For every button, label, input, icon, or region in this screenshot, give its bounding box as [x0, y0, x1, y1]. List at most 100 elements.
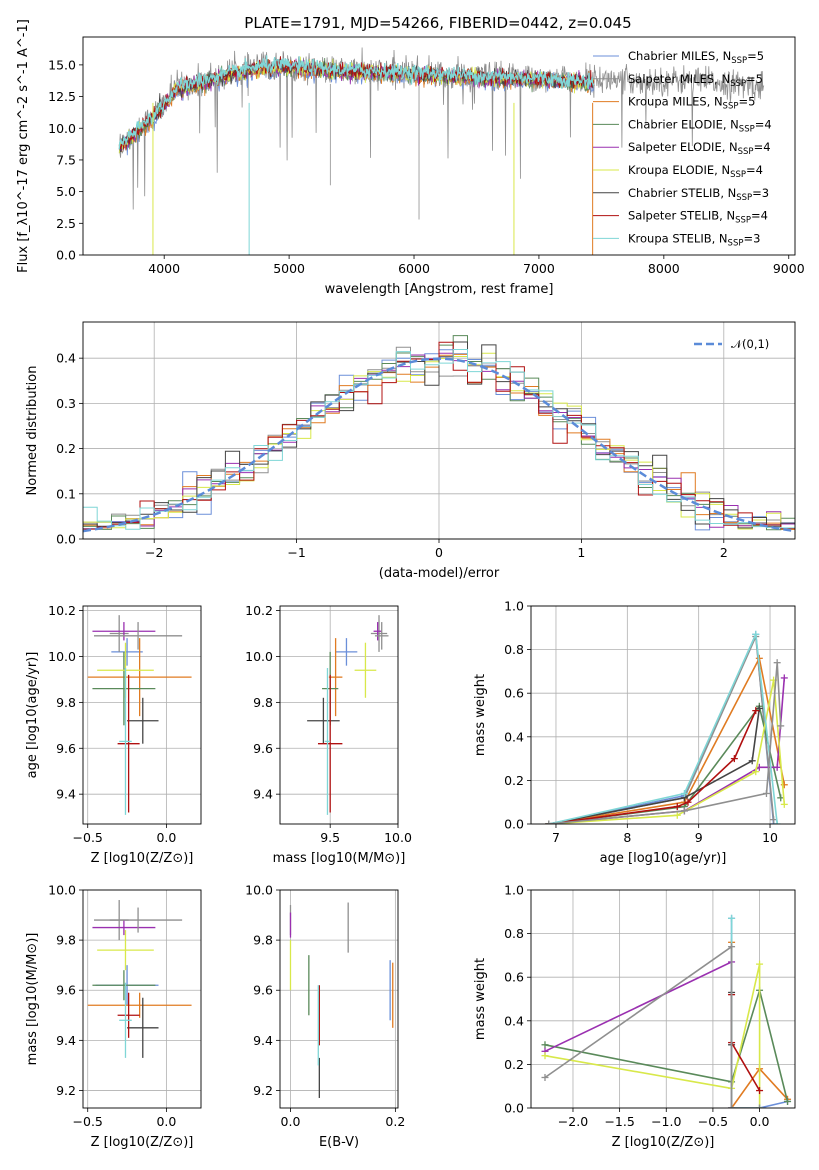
- y-tick-label: 12.5: [48, 89, 76, 104]
- y-axis-label: age [log10(age/yr)]: [25, 652, 40, 779]
- errorbar-point: [97, 930, 154, 971]
- x-tick-label: −2.0: [558, 1114, 588, 1129]
- grid-lines: [83, 889, 201, 1108]
- y-tick-label: 9.2: [253, 1083, 273, 1098]
- y-tick-label: 5.0: [56, 184, 76, 199]
- y-tick-label: 9.4: [56, 787, 76, 802]
- y-tick-label: 0.2: [56, 441, 76, 456]
- errorbar-point: [324, 667, 331, 815]
- y-tick-label: 10.0: [48, 883, 76, 898]
- y-tick-label: 10.0: [245, 649, 273, 664]
- errorbar-point: [317, 674, 343, 813]
- figure-title: PLATE=1791, MJD=54266, FIBERID=0442, z=0…: [244, 14, 631, 32]
- legend-entry: Kroupa STELIB, NSSP=3: [628, 231, 760, 248]
- mass-weight-line: [730, 994, 761, 1092]
- axes-frame: [279, 605, 399, 825]
- y-tick-label: 0.4: [56, 351, 76, 366]
- y-tick-label: 15.0: [48, 57, 76, 72]
- panel-age_vs_mass: 9.5 10.0 9.4 9.6 9.8 10.0 10.2 mass [log10(M/M⊙…: [245, 603, 412, 866]
- x-tick-label: −0.5: [73, 830, 103, 845]
- axes-frame: [530, 605, 796, 825]
- grid-lines: [280, 889, 398, 1108]
- plot-area: [307, 615, 389, 815]
- x-tick-label: 9: [695, 830, 703, 845]
- y-axis-label: Normed distribution: [25, 366, 40, 496]
- y-axis-label: mass weight: [473, 958, 488, 1040]
- y-tick-label: 0.3: [56, 396, 76, 411]
- y-tick-label: 0.0: [56, 248, 76, 263]
- panel-mass_weight_vs_Z: −2.0 −1.5 −1.0 −0.5 0.0 0.0 0.2 0.4 0.6 0.8 1.0 Z […: [473, 883, 796, 1150]
- errorbar-point: [127, 997, 159, 1058]
- mass-weight-line: [544, 963, 761, 1108]
- y-tick-label: 10.2: [48, 603, 76, 618]
- legend-entry: Salpeter STELIB, NSSP=4: [628, 209, 768, 226]
- mass-weight-marker: [541, 1052, 549, 1060]
- x-tick-label: 7: [552, 830, 560, 845]
- y-tick-label: 0.8: [504, 642, 524, 657]
- mass-weight-line: [544, 945, 760, 1108]
- mass-weight-line: [544, 987, 789, 1102]
- y-tick-label: 0.0: [504, 817, 524, 832]
- x-tick-label: 6000: [398, 261, 430, 276]
- legend: Chabrier MILES, NSSP=5 Salpeter MILES, NS…: [593, 49, 772, 248]
- y-tick-label: 0.2: [504, 1057, 524, 1072]
- errorbar-point: [354, 642, 377, 698]
- x-tick-label: 2: [720, 545, 728, 560]
- legend-entry: Chabrier ELODIE, NSSP=4: [628, 117, 772, 134]
- x-axis-label: Z [log10(Z/Z⊙)]: [91, 851, 194, 866]
- errorbar-point: [373, 622, 382, 641]
- y-tick-label: 9.6: [253, 741, 273, 756]
- mass-weight-line: [548, 631, 775, 824]
- x-tick-label: 0.2: [385, 1114, 405, 1129]
- mass-weight-marker: [762, 789, 770, 797]
- y-tick-label: 0.6: [504, 970, 524, 985]
- grid-lines: [83, 606, 201, 824]
- mass-weight-marker: [756, 1087, 764, 1095]
- y-tick-label: 0.0: [504, 1101, 524, 1116]
- panel-mass_vs_ebv: 0.0 0.2 9.2 9.4 9.6 9.8 10.0 E(B-V): [245, 883, 405, 1151]
- y-tick-label: 9.4: [253, 1033, 273, 1048]
- mass-weight-marker: [684, 798, 692, 806]
- mass-weight-marker: [541, 1073, 549, 1081]
- mass-weight-marker: [780, 674, 788, 682]
- x-tick-label: 0.0: [750, 1114, 770, 1129]
- errorbar-point: [119, 667, 132, 815]
- mass-weight-line: [548, 708, 761, 824]
- y-axis-label: Flux [f_λ10^-17 erg cm^-2 s^-1 A^-1]: [16, 19, 31, 273]
- mass-weight-marker: [728, 1104, 736, 1108]
- x-axis-label: (data-model)/error: [379, 566, 500, 581]
- x-axis-label: mass [log10(M/M⊙)]: [273, 851, 406, 866]
- x-axis-label: Z [log10(Z/Z⊙)]: [612, 1135, 715, 1150]
- mass-weight-marker: [730, 755, 738, 763]
- mass-weight-line: [548, 677, 786, 824]
- mass-weight-marker: [541, 1041, 549, 1049]
- errorbar-point: [370, 615, 388, 652]
- mass-weight-line: [548, 631, 778, 824]
- plot-area: [83, 335, 795, 533]
- x-tick-label: 0: [435, 545, 443, 560]
- plot-area: [289, 902, 394, 1098]
- errorbar-point: [92, 920, 156, 936]
- mass-weight-marker: [773, 820, 781, 824]
- errorbar-point: [109, 615, 129, 652]
- y-tick-label: 0.0: [56, 532, 76, 547]
- x-tick-label: −1: [287, 545, 305, 560]
- mass-weight-marker: [756, 1104, 764, 1108]
- axes-frame: [82, 889, 202, 1109]
- y-tick-label: 0.2: [504, 773, 524, 788]
- x-tick-label: 0.0: [281, 1114, 301, 1129]
- y-tick-label: 9.8: [253, 695, 273, 710]
- mass-weight-line: [730, 918, 760, 1108]
- x-tick-label: −0.5: [73, 1114, 103, 1129]
- residual-histogram-step: [83, 349, 795, 530]
- plot-area: [87, 900, 192, 1058]
- errorbar-point: [87, 638, 192, 717]
- x-tick-label: 0.0: [156, 1114, 176, 1129]
- errorbar-point: [92, 622, 156, 641]
- errorbar-point: [117, 674, 140, 813]
- plot-area: [118, 47, 765, 255]
- y-tick-label: 9.8: [253, 933, 273, 948]
- mass-weight-marker: [728, 914, 736, 922]
- x-tick-label: 0.0: [156, 830, 176, 845]
- residual-histogram-step: [83, 341, 795, 530]
